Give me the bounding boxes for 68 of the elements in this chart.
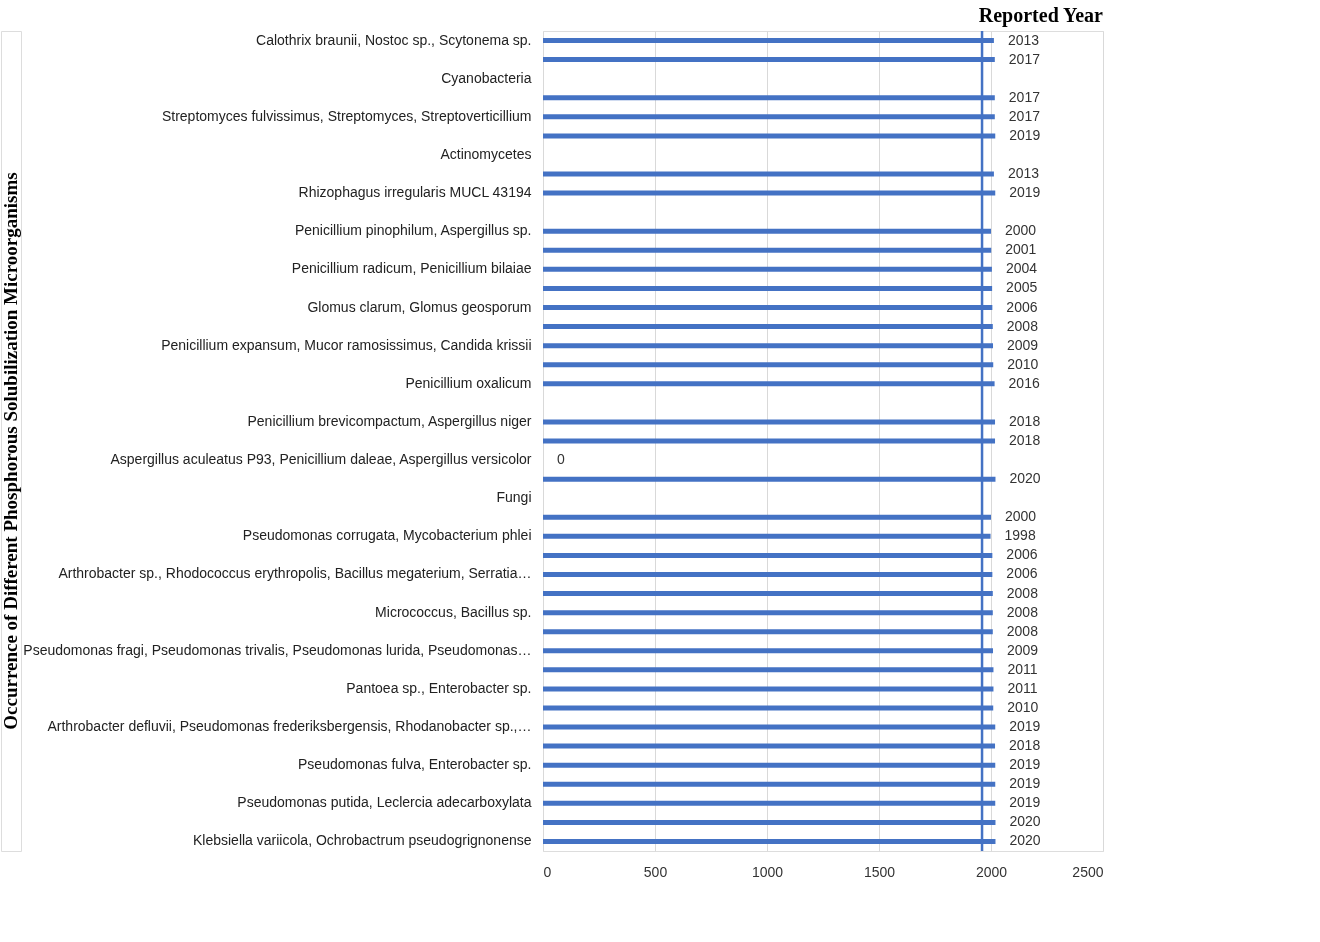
data-label: 0 xyxy=(557,451,565,468)
data-label: 2019 xyxy=(1009,775,1041,792)
y-tick-label: Penicillium oxalicum xyxy=(405,374,532,391)
y-tick-label: Calothrix braunii, Nostoc sp., Scytonema sp. xyxy=(256,31,532,48)
data-label: 2020 xyxy=(1009,470,1041,487)
data-label: 2010 xyxy=(1007,698,1039,715)
data-label: 2010 xyxy=(1007,355,1039,372)
x-tick-label: 0 xyxy=(543,863,552,880)
data-label: 2006 xyxy=(1006,565,1038,582)
data-label: 2020 xyxy=(1009,832,1041,849)
data-label: 2013 xyxy=(1007,31,1040,48)
y-tick-label: Pseudomonas putida, Leclercia adecarboxylata xyxy=(237,794,532,811)
data-label: 2017 xyxy=(1008,88,1041,105)
y-axis-title: Occurrence of Different Phosphorous Solubilization Microorganisms xyxy=(0,172,21,730)
data-label: 2019 xyxy=(1009,794,1041,811)
y-tick-label: Arthrobacter defluvii, Pseudomonas frederiksbergensis, Rhodanobacter sp.,… xyxy=(47,718,532,735)
data-label: 2000 xyxy=(1005,508,1037,525)
data-label: 2008 xyxy=(1006,622,1039,639)
y-tick-label: Aspergillus aculeatus P93, Penicillium daleae, Aspergillus versicolor xyxy=(110,451,532,468)
y-tick-label: Rhizophagus irregularis MUCL 43194 xyxy=(298,184,532,201)
y-tick-label: Actinomycetes xyxy=(440,145,532,162)
data-label: 2019 xyxy=(1009,184,1041,201)
data-label: 2009 xyxy=(1007,336,1039,353)
y-tick-label: Cyanobacteria xyxy=(441,69,532,86)
data-label: 2008 xyxy=(1006,584,1039,601)
y-tick-label: Penicillium brevicompactum, Aspergillus niger xyxy=(247,412,532,429)
data-label: 2011 xyxy=(1007,660,1038,677)
chart-title: Reported Year xyxy=(978,3,1104,27)
y-tick-label: Penicillium expansum, Mucor ramosissimus, Candida krissii xyxy=(161,336,532,353)
data-label: 2009 xyxy=(1007,641,1039,658)
data-label: 2000 xyxy=(1005,222,1037,239)
data-label: 2018 xyxy=(1009,432,1041,448)
y-tick-label: Arthrobacter sp., Rhodococcus erythropolis, Bacillus megaterium, Serratia… xyxy=(58,565,532,582)
data-label: 2001 xyxy=(1005,241,1037,258)
y-tick-label: Pseudomonas fragi, Pseudomonas trivalis, Pseudomonas lurida, Pseudomonas… xyxy=(23,641,532,658)
data-label: 2004 xyxy=(1005,260,1038,277)
data-label: 2008 xyxy=(1006,317,1039,334)
data-label: 2019 xyxy=(1009,756,1041,773)
x-tick-label: 1500 xyxy=(863,863,896,880)
data-label: 2008 xyxy=(1006,603,1039,620)
y-tick-label: Glomus clarum, Glomus geosporum xyxy=(307,298,532,315)
data-label: 2006 xyxy=(1006,298,1038,315)
data-label: 2006 xyxy=(1006,546,1038,563)
data-label: 2017 xyxy=(1008,50,1041,67)
y-tick-label: Pseudomonas corrugata, Mycobacterium phlei xyxy=(242,527,532,544)
x-tick-label: 1000 xyxy=(751,863,784,880)
data-label: 2018 xyxy=(1009,737,1041,754)
y-tick-label: Fungi xyxy=(496,489,532,506)
data-label: 2018 xyxy=(1009,412,1041,429)
data-label: 2017 xyxy=(1008,107,1041,124)
data-label: 2019 xyxy=(1009,718,1041,735)
data-label: 1998 xyxy=(1004,527,1036,544)
x-tick-label: 2000 xyxy=(975,863,1008,880)
y-tick-label: Penicillium pinophilum, Aspergillus sp. xyxy=(294,222,532,239)
data-label: 2011 xyxy=(1007,679,1038,696)
data-label: 2019 xyxy=(1009,126,1041,143)
y-tick-label: Micrococcus, Bacillus sp. xyxy=(375,603,532,620)
data-label: 2016 xyxy=(1008,374,1040,391)
x-tick-label: 500 xyxy=(643,863,668,880)
data-label: 2020 xyxy=(1009,813,1041,830)
y-tick-label: Streptomyces fulvissimus, Streptomyces, Streptoverticillium xyxy=(161,107,532,124)
y-tick-label: Klebsiella variicola, Ochrobactrum pseudogrignonense xyxy=(192,832,532,849)
y-tick-label: Pseudomonas fulva, Enterobacter sp. xyxy=(298,756,532,773)
y-tick-label: Penicillium radicum, Penicillium bilaiae xyxy=(291,260,532,277)
y-tick-label: Pantoea sp., Enterobacter sp. xyxy=(346,679,532,696)
x-tick-label: 2500 xyxy=(1072,863,1104,880)
data-label: 2013 xyxy=(1007,165,1040,182)
data-label: 2005 xyxy=(1006,279,1038,296)
